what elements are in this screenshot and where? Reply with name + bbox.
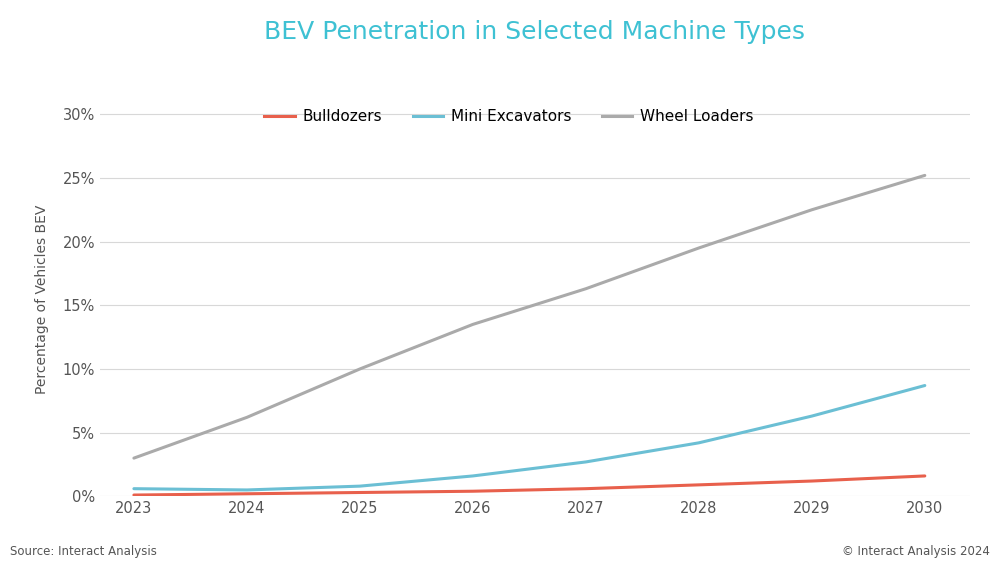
Legend: Bulldozers, Mini Excavators, Wheel Loaders: Bulldozers, Mini Excavators, Wheel Loade… <box>264 109 754 124</box>
Y-axis label: Percentage of Vehicles BEV: Percentage of Vehicles BEV <box>35 204 49 394</box>
Text: Source: Interact Analysis: Source: Interact Analysis <box>10 545 157 558</box>
Title: BEV Penetration in Selected Machine Types: BEV Penetration in Selected Machine Type… <box>264 20 806 44</box>
Text: © Interact Analysis 2024: © Interact Analysis 2024 <box>842 545 990 558</box>
